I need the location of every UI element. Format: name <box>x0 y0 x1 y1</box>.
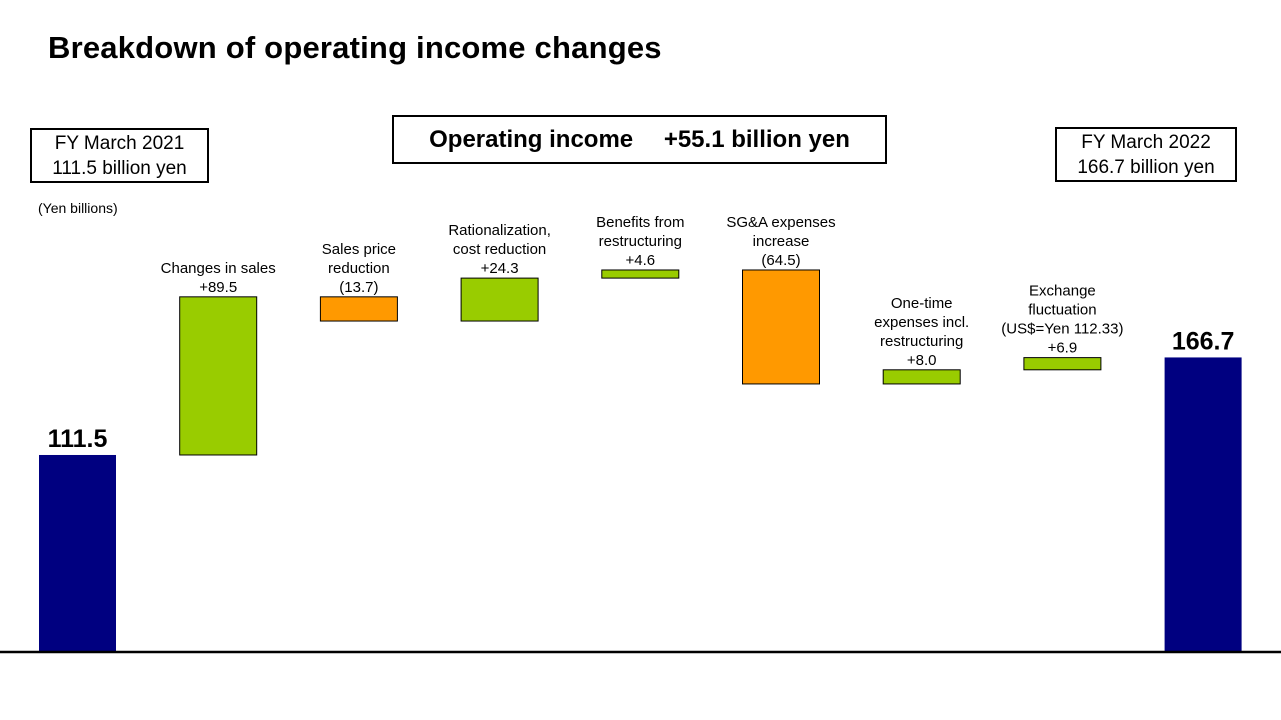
bar-6 <box>882 369 961 385</box>
bar-0 <box>39 454 116 652</box>
start-year-label: FY March 2021 <box>54 133 185 154</box>
step-value-label-5: (64.5) <box>761 252 800 269</box>
page-title: Breakdown of operating income changes <box>48 30 662 65</box>
bar-5 <box>742 269 820 385</box>
step-category-label-7-2: (US$=Yen 112.33) <box>1001 321 1123 338</box>
end-year-value: 166.7 billion yen <box>1077 157 1215 178</box>
step-category-label-4-0: Benefits from <box>596 214 684 231</box>
units-label: (Yen billions) <box>38 200 118 216</box>
end-year-label: FY March 2022 <box>1081 132 1211 153</box>
total-value-label-0: 111.5 <box>48 425 108 453</box>
step-category-label-1-0: Changes in sales <box>161 260 276 277</box>
bar-1 <box>179 296 258 456</box>
start-year-value: 111.5 billion yen <box>52 158 187 179</box>
step-value-label-2: (13.7) <box>339 279 378 296</box>
step-category-label-7-1: fluctuation <box>1028 302 1096 319</box>
step-category-label-5-1: increase <box>753 233 810 250</box>
step-category-label-4-1: restructuring <box>599 233 682 250</box>
step-value-label-6: +8.0 <box>907 352 937 369</box>
step-category-label-7-0: Exchange <box>1029 283 1096 300</box>
step-value-label-1: +89.5 <box>199 279 237 296</box>
step-value-label-3: +24.3 <box>481 260 519 277</box>
step-category-label-2-0: Sales price <box>322 241 396 258</box>
step-category-label-3-1: cost reduction <box>453 241 546 258</box>
start-year-box: FY March 2021 111.5 billion yen <box>30 128 209 183</box>
total-change-box: Operating income +55.1 billion yen <box>392 115 887 164</box>
bar-4 <box>601 269 680 279</box>
end-year-box: FY March 2022 166.7 billion yen <box>1055 127 1237 182</box>
total-change-text: Operating income +55.1 billion yen <box>429 126 850 153</box>
step-value-label-4: +4.6 <box>625 252 655 269</box>
bar-8 <box>1164 357 1242 652</box>
step-category-label-3-0: Rationalization, <box>448 222 551 239</box>
step-category-label-2-1: reduction <box>328 260 390 277</box>
step-category-label-5-0: SG&A expenses <box>726 214 835 231</box>
total-value-label-8: 166.7 <box>1172 327 1235 355</box>
step-value-label-7: +6.9 <box>1048 340 1078 357</box>
step-category-label-6-0: One-time <box>891 295 953 312</box>
bar-3 <box>460 277 539 322</box>
bar-2 <box>319 296 398 322</box>
bar-7 <box>1023 357 1102 371</box>
step-category-label-6-2: restructuring <box>880 333 963 350</box>
step-category-label-6-1: expenses incl. <box>874 314 969 331</box>
